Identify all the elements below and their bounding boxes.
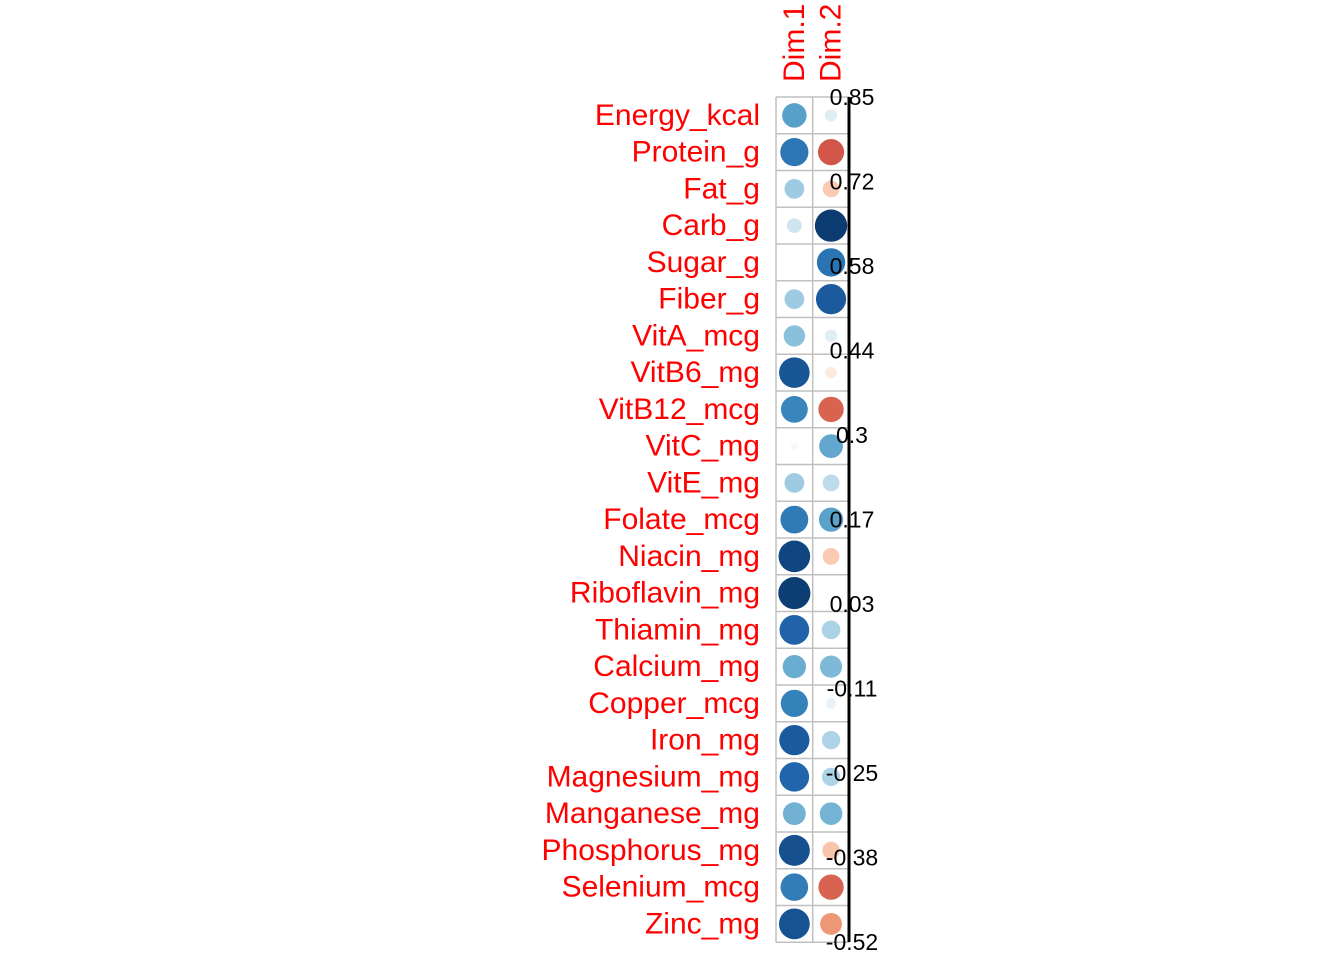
colorbar-tick-label: -0.52 xyxy=(826,929,878,955)
data-circle xyxy=(815,284,847,315)
row-label: VitC_mg xyxy=(646,430,761,463)
colorbar-tick-label: 0.58 xyxy=(830,253,875,279)
row-label: Energy_kcal xyxy=(595,99,760,132)
row-label: Niacin_mg xyxy=(618,540,760,573)
colorbar-tick-label: -0.11 xyxy=(827,676,878,702)
data-circle xyxy=(819,655,843,678)
data-circle xyxy=(778,577,811,610)
colorbar-tick-label: 0.85 xyxy=(830,84,875,110)
row-label: Phosphorus_mg xyxy=(542,834,760,867)
colorbar-tick-label: 0.17 xyxy=(830,507,875,533)
row-label: VitA_mcg xyxy=(632,319,760,352)
row-label: VitB12_mcg xyxy=(599,393,760,426)
data-circle xyxy=(825,698,837,709)
row-label: Sugar_g xyxy=(647,246,760,279)
data-circle xyxy=(821,730,841,750)
data-circle xyxy=(778,908,810,940)
column-label: Dim.2 xyxy=(815,4,848,82)
data-circle xyxy=(780,873,809,901)
row-label: Zinc_mg xyxy=(645,907,760,940)
data-circle xyxy=(822,180,840,198)
row-label: Copper_mcg xyxy=(588,687,760,720)
data-circle xyxy=(793,261,796,264)
data-circle xyxy=(778,834,810,866)
colorbar-tick-label: -0.38 xyxy=(826,845,878,871)
data-circle xyxy=(819,802,843,825)
data-circle xyxy=(821,620,841,640)
data-circle xyxy=(782,802,806,826)
row-label: Selenium_mcg xyxy=(562,871,760,904)
data-circle xyxy=(779,357,810,388)
row-label: Folate_mcg xyxy=(603,503,760,536)
data-circle xyxy=(822,474,840,492)
row-label: Protein_g xyxy=(632,136,760,169)
data-circle xyxy=(782,103,807,128)
data-circle xyxy=(780,505,809,534)
row-label: Carb_g xyxy=(662,209,760,242)
data-circle xyxy=(780,395,808,423)
data-circle xyxy=(829,591,833,595)
row-label: Magnesium_mg xyxy=(547,760,760,793)
data-circle xyxy=(824,329,838,343)
data-circle xyxy=(784,178,805,199)
row-label: Manganese_mg xyxy=(545,797,760,830)
data-circle xyxy=(780,689,808,717)
data-circle xyxy=(824,109,838,122)
colorbar-tick-label: 0.3 xyxy=(836,422,868,448)
data-circle xyxy=(814,209,848,242)
data-circle xyxy=(779,615,810,645)
data-circle xyxy=(783,325,806,347)
data-circle xyxy=(818,396,844,423)
data-circle xyxy=(822,841,840,860)
data-circle xyxy=(782,654,807,679)
data-circle xyxy=(780,138,809,167)
row-label: Fat_g xyxy=(683,172,760,205)
colorbar-tick-label: 0.44 xyxy=(830,338,875,364)
column-labels: Dim.1 Dim.2 xyxy=(778,4,848,82)
data-circle xyxy=(820,912,842,935)
data-circle xyxy=(821,767,841,787)
data-circle xyxy=(818,874,844,900)
data-circle xyxy=(790,442,799,450)
data-circle xyxy=(817,139,845,166)
data-circle xyxy=(779,725,810,756)
data-circle xyxy=(786,218,802,234)
data-circles xyxy=(778,103,848,940)
colorbar-ticks: 0.85 0.72 0.58 0.44 0.3 0.17 0.03 -0.11 -0.25 -0.… xyxy=(826,84,878,955)
row-label: VitE_mg xyxy=(647,466,760,499)
data-circle xyxy=(784,472,805,493)
row-label: Thiamin_mg xyxy=(595,613,760,646)
row-label: Riboflavin_mg xyxy=(570,577,760,610)
data-circle xyxy=(816,248,846,277)
data-circle xyxy=(822,547,840,565)
colorbar-tick-label: -0.25 xyxy=(826,760,878,786)
data-circle xyxy=(778,540,811,573)
data-circle xyxy=(819,434,843,459)
data-circle xyxy=(818,507,844,532)
data-circle xyxy=(784,289,805,310)
data-circle xyxy=(825,366,837,379)
row-label: Calcium_mg xyxy=(593,650,760,683)
colorbar-tick-label: 0.03 xyxy=(830,591,875,617)
row-label: Fiber_g xyxy=(658,283,760,316)
row-label: VitB6_mg xyxy=(630,356,760,389)
data-circle xyxy=(779,762,810,792)
colorbar-tick-label: 0.72 xyxy=(830,169,875,195)
column-label: Dim.1 xyxy=(778,4,811,82)
row-label: Iron_mg xyxy=(650,724,760,757)
